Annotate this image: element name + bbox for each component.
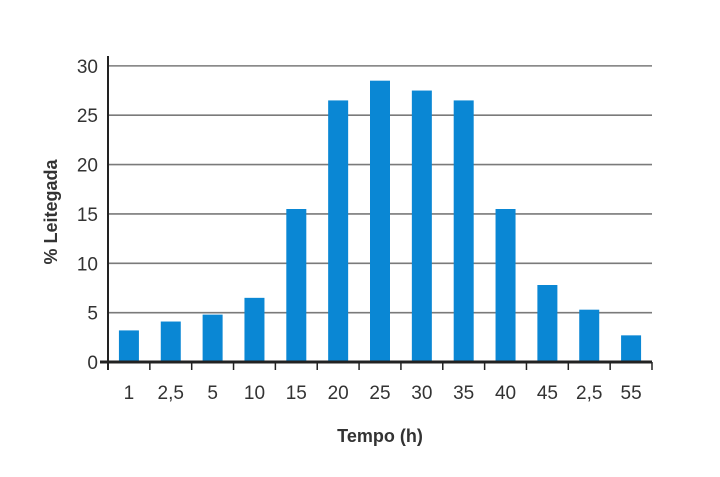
y-tick-label: 30 xyxy=(77,57,98,78)
x-tick-label: 2,5 xyxy=(158,383,184,404)
bar xyxy=(453,100,474,362)
x-tick-label: 25 xyxy=(369,383,390,404)
x-tick-label: 45 xyxy=(537,383,558,404)
x-tick-label: 10 xyxy=(244,383,265,404)
y-axis-title: % Leitegada xyxy=(41,158,61,264)
x-tick-label: 2,5 xyxy=(576,383,602,404)
y-tick-label: 0 xyxy=(87,353,98,374)
x-axis-title: Tempo (h) xyxy=(337,426,423,446)
axes xyxy=(100,56,653,370)
x-tick-label: 40 xyxy=(495,383,516,404)
bars xyxy=(118,80,642,362)
bar xyxy=(411,90,432,362)
bar xyxy=(286,209,307,362)
y-tick-label: 15 xyxy=(77,205,98,226)
x-tick-labels: 1 2,5 5 10 15 20 25 30 35 40 45 2,5 55 xyxy=(124,383,642,404)
x-tick-label: 35 xyxy=(453,383,474,404)
x-tick-label: 20 xyxy=(328,383,349,404)
bar xyxy=(579,309,600,362)
x-tick-label: 5 xyxy=(207,383,218,404)
y-tick-label: 10 xyxy=(77,254,98,275)
bar xyxy=(244,297,265,362)
bar xyxy=(621,335,642,362)
y-tick-labels: 0 5 10 15 20 25 30 xyxy=(77,57,98,374)
bar xyxy=(370,80,390,362)
bar xyxy=(328,100,349,362)
x-tick-label: 15 xyxy=(286,383,307,404)
bar xyxy=(495,209,516,362)
y-tick-label: 25 xyxy=(77,106,98,127)
bar xyxy=(160,321,181,362)
bar xyxy=(537,285,558,362)
x-tick-label: 30 xyxy=(411,383,432,404)
bar xyxy=(202,314,223,362)
y-tick-label: 5 xyxy=(87,304,98,325)
bar xyxy=(118,330,139,362)
x-tick-label: 1 xyxy=(124,383,135,404)
x-tick-label: 55 xyxy=(621,383,642,404)
y-tick-label: 20 xyxy=(77,156,98,177)
